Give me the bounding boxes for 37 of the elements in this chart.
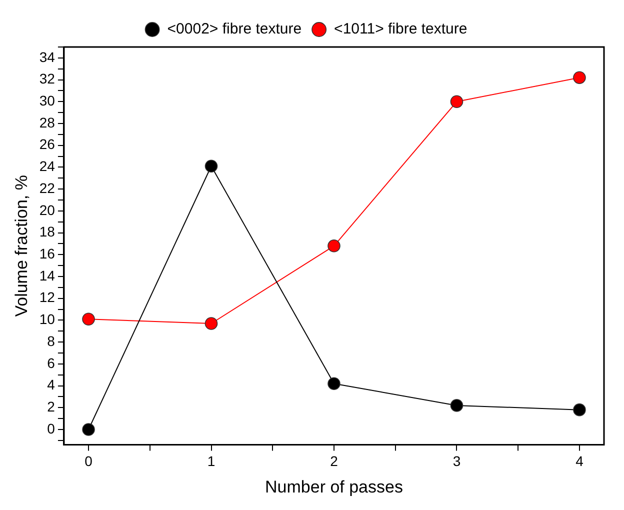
x-tick-label: 1 xyxy=(207,453,216,470)
y-tick-label: 6 xyxy=(47,354,56,371)
x-tick-label: 4 xyxy=(576,453,584,470)
y-tick-label: 32 xyxy=(39,70,56,87)
legend-label: <1011> fibre texture xyxy=(334,20,468,38)
y-tick-label: 18 xyxy=(39,224,56,240)
point xyxy=(328,377,340,390)
y-tick-label: 34 xyxy=(39,48,56,65)
x-tick-label: 3 xyxy=(452,453,461,470)
x-tick-label: 0 xyxy=(84,453,93,470)
x-axis-title: Number of passes xyxy=(265,477,403,496)
point xyxy=(82,312,95,326)
y-tick-label: 20 xyxy=(39,202,56,218)
y-tick-label: 30 xyxy=(39,92,56,108)
y-tick-label: 22 xyxy=(39,180,56,196)
y-tick-label: 12 xyxy=(39,289,56,306)
point xyxy=(82,423,95,436)
y-tick-label: 26 xyxy=(39,136,56,152)
point xyxy=(450,95,464,108)
point xyxy=(573,71,586,84)
point xyxy=(450,399,464,412)
y-tick-label: 24 xyxy=(39,158,56,174)
y-tick-label: 2 xyxy=(47,398,56,414)
y-tick-label: 14 xyxy=(39,267,56,284)
y-tick-label: 28 xyxy=(39,114,56,130)
x-tick-label: 2 xyxy=(330,453,338,470)
y-tick-label: 10 xyxy=(39,311,56,328)
y-tick-label: 16 xyxy=(39,246,56,262)
legend-label: <0002> fibre texture xyxy=(167,20,302,38)
y-tick-label: 0 xyxy=(47,420,56,436)
y-axis-title: Volume fraction, % xyxy=(12,175,31,317)
point xyxy=(204,317,218,330)
point xyxy=(573,403,586,416)
y-tick-label: 4 xyxy=(47,376,56,393)
y-tick-label: 8 xyxy=(47,332,56,349)
point xyxy=(328,240,340,252)
point xyxy=(204,160,218,173)
